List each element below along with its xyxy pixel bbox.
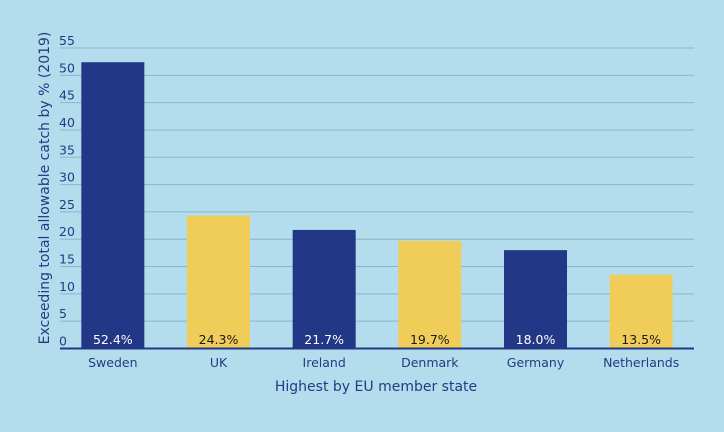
data-label: 52.4% [93,332,133,347]
y-tick-label: 10 [59,279,75,294]
x-tick-label: Netherlands [603,355,679,370]
bar-sweden [81,62,145,349]
bars [81,62,673,349]
x-tick-label: Ireland [303,355,346,370]
y-tick-label: 0 [59,334,67,349]
data-label: 24.3% [199,332,239,347]
y-axis: 0 5 10 15 20 25 30 35 40 45 50 55 [59,33,75,349]
y-tick-label: 20 [59,224,75,239]
data-label: 19.7% [410,332,450,347]
data-label: 21.7% [304,332,344,347]
bar-uk [187,215,250,349]
bar-netherlands [609,274,673,349]
bar-ireland [292,229,356,349]
x-tick-label: Germany [507,355,565,370]
bar-germany [504,250,567,349]
data-labels: 52.4% 24.3% 21.7% 19.7% 18.0% 13.5% [93,332,661,347]
y-tick-label: 30 [59,170,75,185]
y-tick-label: 25 [59,197,75,212]
x-axis-title: Highest by EU member state [275,379,477,395]
y-tick-label: 5 [59,306,67,321]
x-tick-label: Sweden [88,355,137,370]
y-tick-label: 35 [59,142,75,157]
gridlines [60,47,694,322]
y-tick-label: 40 [59,115,75,130]
data-label: 13.5% [621,332,661,347]
y-tick-label: 50 [59,60,75,75]
y-axis-title: Exceeding total allowable catch by % (20… [37,32,53,345]
x-axis: Sweden UK Ireland Denmark Germany Netherlands [60,347,694,370]
x-tick-label: Denmark [401,355,459,370]
y-tick-label: 45 [59,88,75,103]
y-tick-label: 15 [59,252,75,267]
y-tick-label: 55 [59,33,75,48]
bar-denmark [398,240,462,349]
data-label: 18.0% [516,332,556,347]
x-tick-label: UK [210,355,228,370]
